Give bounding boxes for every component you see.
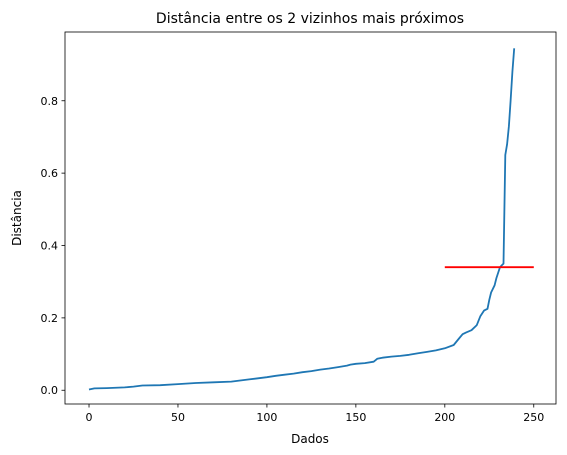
distance-series-line: [88, 48, 516, 391]
y-tick-label: 0.6: [41, 167, 59, 180]
y-tick-label: 0.8: [41, 95, 59, 108]
x-tick-label: 150: [345, 411, 366, 424]
x-tick-label: 0: [86, 411, 93, 424]
y-axis: 0.0 0.2 0.4 0.6 0.8: [41, 95, 65, 397]
plot-area: [88, 48, 534, 391]
y-axis-label: Distância: [10, 190, 24, 246]
y-tick-label: 0.4: [41, 240, 59, 253]
x-axis-label: Dados: [291, 432, 329, 446]
y-tick-label: 0.0: [41, 384, 59, 397]
x-tick-label: 250: [523, 411, 544, 424]
y-tick-label: 0.2: [41, 312, 59, 325]
x-tick-label: 200: [434, 411, 455, 424]
axes-frame: [64, 31, 557, 405]
chart-title: Distância entre os 2 vizinhos mais próxi…: [156, 11, 464, 27]
x-axis: 0 50 100 150 200 250: [86, 404, 544, 424]
x-tick-label: 100: [256, 411, 277, 424]
x-tick-label: 50: [171, 411, 185, 424]
